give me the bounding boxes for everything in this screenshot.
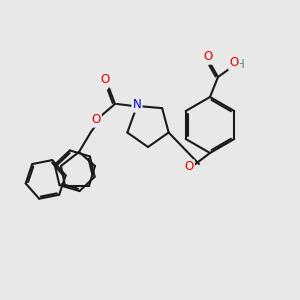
- Text: O: O: [230, 56, 238, 70]
- Text: O: O: [203, 50, 213, 64]
- Text: H: H: [236, 58, 244, 71]
- Text: O: O: [100, 74, 109, 86]
- Text: O: O: [92, 113, 100, 126]
- Text: N: N: [133, 98, 141, 111]
- Text: O: O: [184, 160, 194, 173]
